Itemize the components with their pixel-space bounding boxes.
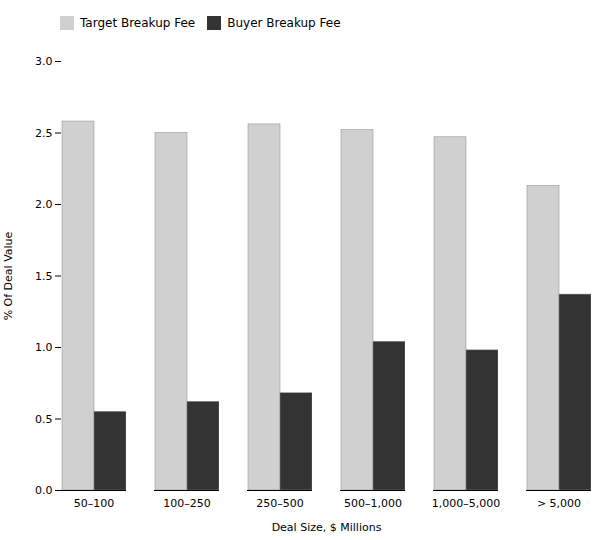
svg-text:50–100: 50–100	[74, 497, 115, 510]
svg-text:3.0: 3.0	[35, 55, 53, 68]
svg-text:500–1,000: 500–1,000	[344, 497, 402, 510]
svg-text:100–250: 100–250	[163, 497, 211, 510]
svg-text:1.0: 1.0	[35, 341, 53, 354]
svg-text:0.0: 0.0	[35, 484, 53, 497]
svg-text:1.5: 1.5	[35, 270, 53, 283]
html-text:Target Breakup Fee: Target Breakup Fee	[80, 15, 196, 30]
svg-text:2.5: 2.5	[35, 127, 53, 140]
svg-text:> 5,000: > 5,000	[537, 497, 581, 510]
svg-text:Deal Size, $ Millions: Deal Size, $ Millions	[272, 521, 382, 534]
svg-text:% Of Deal Value: % Of Deal Value	[2, 231, 15, 320]
svg-text:2.0: 2.0	[35, 198, 53, 211]
svg-text:250–500: 250–500	[256, 497, 304, 510]
html-text:Buyer Breakup Fee: Buyer Breakup Fee	[227, 15, 341, 30]
svg-text:1,000–5,000: 1,000–5,000	[432, 497, 500, 510]
svg-text:0.5: 0.5	[35, 413, 53, 426]
